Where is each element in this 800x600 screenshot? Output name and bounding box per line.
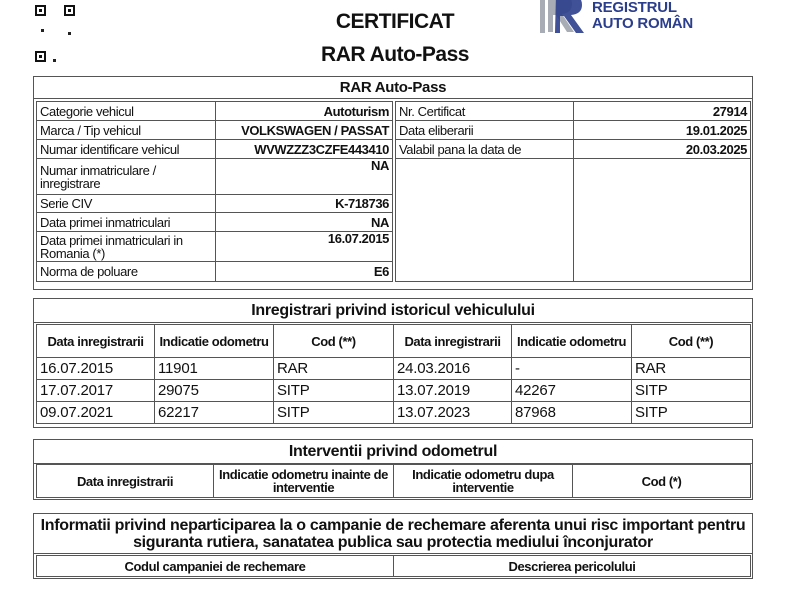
logo-line-1: REGISTRUL xyxy=(592,0,677,16)
field-label: Marca / Tip vehicul xyxy=(36,120,216,140)
recall-section: Informatii privind neparticiparea la o c… xyxy=(33,513,753,579)
column-header: Indicatie odometru dupa interventie xyxy=(393,464,573,498)
certificate-info-table: Nr. Certificat 27914 Data eliberarii 19.01.… xyxy=(395,101,751,282)
field-value: E6 xyxy=(215,261,393,282)
field-label: Data primei inmatriculari in Romania (*) xyxy=(36,231,216,262)
field-value: NA xyxy=(215,212,393,232)
vehicle-row: Data primei inmatriculari in Romania (*)… xyxy=(36,231,393,262)
column-header: Indicatie odometru xyxy=(511,324,632,358)
field-label: Norma de poluare xyxy=(36,261,216,282)
qr-code xyxy=(35,5,75,62)
vehicle-row: Data primei inmatriculari NA xyxy=(36,212,393,232)
field-label: Numar inmatriculare / inregistrare xyxy=(36,158,216,195)
table-cell: 87968 xyxy=(511,401,632,424)
history-table: Data inregistrarii Indicatie odometru Cod … xyxy=(36,324,751,424)
column-header: Cod (**) xyxy=(273,324,394,358)
field-label: Data eliberarii xyxy=(395,120,574,140)
column-header: Descrierea pericolului xyxy=(393,555,751,577)
recall-table: Codul campaniei de rechemare Descrierea p… xyxy=(36,555,751,577)
table-row: 17.07.2017 29075 SITP 13.07.2019 42267 SITP xyxy=(36,379,751,402)
table-row: 16.07.2015 11901 RAR 24.03.2016- RAR xyxy=(36,357,751,380)
certificate-row: Nr. Certificat 27914 xyxy=(395,101,751,121)
table-cell: 13.07.2019 xyxy=(393,379,512,402)
table-cell: SITP xyxy=(273,379,394,402)
column-header: Data inregistrarii xyxy=(36,464,214,498)
field-label: Valabil pana la data de xyxy=(395,139,574,159)
section-title: Interventii privind odometrul xyxy=(34,440,752,464)
vehicle-row: Numar inmatriculare / inregistrare NA xyxy=(36,158,393,195)
section-title: RAR Auto-Pass xyxy=(34,77,752,99)
field-value: K-718736 xyxy=(215,194,393,213)
field-value: NA xyxy=(215,158,393,195)
field-value: 27914 xyxy=(573,101,751,121)
vehicle-row: Marca / Tip vehicul VOLKSWAGEN / PASSAT xyxy=(36,120,393,140)
table-cell: 17.07.2017 xyxy=(36,379,155,402)
table-cell: 11901 xyxy=(154,357,274,380)
table-row: 09.07.2021 62217 SITP 13.07.2023 87968 SITP xyxy=(36,401,751,424)
vehicle-row: Categorie vehicul Autoturism xyxy=(36,101,393,121)
rar-logo: REGISTRUL AUTO ROMÂN xyxy=(538,0,708,34)
column-header: Cod (*) xyxy=(572,464,751,498)
vehicle-row: Serie CIV K-718736 xyxy=(36,194,393,213)
odometer-table: Data inregistrarii Indicatie odometru ina… xyxy=(36,464,751,498)
column-header: Data inregistrarii xyxy=(393,324,512,358)
field-value: 20.03.2025 xyxy=(573,139,751,159)
table-cell: 62217 xyxy=(154,401,274,424)
table-cell: 42267 xyxy=(511,379,632,402)
table-cell: 13.07.2023 xyxy=(393,401,512,424)
table-cell: RAR xyxy=(631,357,751,380)
column-header: Cod (**) xyxy=(631,324,751,358)
table-cell: 29075 xyxy=(154,379,274,402)
table-cell: 09.07.2021 xyxy=(36,401,155,424)
table-cell: SITP xyxy=(631,401,751,424)
field-label: Serie CIV xyxy=(36,194,216,213)
table-cell: SITP xyxy=(631,379,751,402)
table-cell: SITP xyxy=(273,401,394,424)
empty-cell xyxy=(573,158,751,282)
field-value: 16.07.2015 xyxy=(215,231,393,262)
field-label: Numar identificare vehicul xyxy=(36,139,216,159)
vehicle-info-table: Categorie vehicul Autoturism Marca / Tip v… xyxy=(36,101,393,282)
logo-line-2: AUTO ROMÂN xyxy=(592,15,694,32)
certificate-row: Valabil pana la data de 20.03.2025 xyxy=(395,139,751,159)
section-title: Inregistrari privind istoricul vehiculul… xyxy=(34,299,752,323)
empty-cell xyxy=(395,158,574,282)
table-cell: - xyxy=(511,357,632,380)
column-header: Data inregistrarii xyxy=(36,324,155,358)
rar-logo-mark xyxy=(540,0,584,33)
vehicle-row: Norma de poluare E6 xyxy=(36,261,393,282)
field-label: Nr. Certificat xyxy=(395,101,574,121)
section-title: Informatii privind neparticiparea la o c… xyxy=(34,514,752,554)
certificate-row: Data eliberarii 19.01.2025 xyxy=(395,120,751,140)
field-value: 19.01.2025 xyxy=(573,120,751,140)
odometer-section: Interventii privind odometrul xyxy=(33,439,753,500)
document-subtitle: RAR Auto-Pass xyxy=(321,43,469,66)
field-value: WVWZZZ3CZFE443410 xyxy=(215,139,393,159)
field-value: VOLKSWAGEN / PASSAT xyxy=(215,120,393,140)
field-value: Autoturism xyxy=(215,101,393,121)
column-header: Indicatie odometru inainte de interventi… xyxy=(213,464,394,498)
history-section: Inregistrari privind istoricul vehiculul… xyxy=(33,298,753,428)
table-cell: 24.03.2016 xyxy=(393,357,512,380)
document-title: CERTIFICAT xyxy=(335,10,455,33)
field-label: Data primei inmatriculari xyxy=(36,212,216,232)
column-header: Indicatie odometru xyxy=(154,324,274,358)
column-header: Codul campaniei de rechemare xyxy=(36,555,394,577)
field-label: Categorie vehicul xyxy=(36,101,216,121)
table-cell: 16.07.2015 xyxy=(36,357,155,380)
vehicle-section: RAR Auto-Pass xyxy=(33,76,753,290)
table-cell: RAR xyxy=(273,357,394,380)
vehicle-row: Numar identificare vehicul WVWZZZ3CZFE443… xyxy=(36,139,393,159)
